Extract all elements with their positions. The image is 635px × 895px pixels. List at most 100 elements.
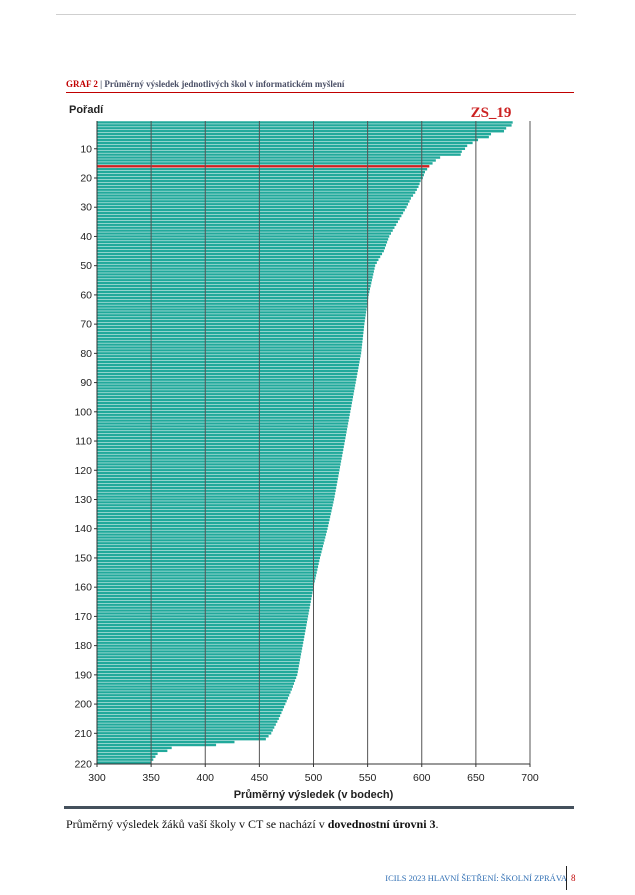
bar-rank-180: [97, 644, 303, 647]
bar-rank-198: [97, 697, 288, 700]
bar-rank-11: [97, 150, 462, 153]
bar-rank-130: [97, 498, 335, 501]
bar-rank-34: [97, 217, 400, 221]
bar-rank-127: [97, 489, 336, 492]
footer-title: ICILS 2023 HLAVNÍ ŠETŘENÍ: ŠKOLNÍ ZPRÁVA: [385, 873, 567, 883]
bar-rank-140: [97, 527, 328, 530]
bar-rank-2: [97, 124, 512, 127]
bar-rank-211: [97, 735, 269, 738]
y-tick-label-160: 160: [74, 582, 92, 594]
bar-rank-124: [97, 480, 338, 484]
bar-rank-29: [97, 203, 409, 206]
bar-rank-171: [97, 618, 308, 621]
bar-rank-138: [97, 521, 329, 525]
y-tick-label-220: 220: [74, 759, 92, 771]
bar-rank-193: [97, 682, 295, 685]
bar-rank-6: [97, 135, 489, 139]
bar-rank-41: [97, 238, 389, 241]
bar-rank-96: [97, 398, 353, 402]
bar-rank-85: [97, 366, 359, 370]
bar-rank-167: [97, 606, 310, 609]
bar-rank-151: [97, 559, 320, 563]
bar-rank-110: [97, 439, 345, 443]
caption-rule: [66, 92, 574, 93]
bar-rank-97: [97, 401, 352, 405]
x-tick-label-550: 550: [359, 772, 377, 784]
bar-rank-1: [97, 121, 513, 124]
bar-rank-8: [97, 141, 473, 145]
bar-rank-88: [97, 375, 357, 378]
bar-rank-182: [97, 650, 302, 653]
bar-rank-147: [97, 547, 323, 551]
bar-rank-178: [97, 638, 304, 641]
x-tick-label-650: 650: [467, 772, 485, 784]
bar-rank-204: [97, 714, 281, 717]
bar-rank-82: [97, 357, 361, 361]
bar-rank-103: [97, 419, 349, 422]
chart-container: 10 20 30 40 50 60 70 80 90 100 110 120 130 140 150 160 1…: [69, 104, 539, 801]
bar-rank-202: [97, 708, 283, 712]
bar-rank-15: [97, 162, 433, 165]
bar-rank-174: [97, 626, 306, 630]
bar-rank-217: [97, 752, 158, 755]
bar-rank-91: [97, 384, 356, 387]
bar-rank-7: [97, 138, 479, 142]
bar-rank-144: [97, 539, 325, 542]
bar-rank-112: [97, 445, 344, 449]
y-tick-label-180: 180: [74, 640, 92, 652]
bar-rank-158: [97, 580, 315, 583]
bar-rank-173: [97, 623, 307, 627]
bar-rank-177: [97, 635, 305, 639]
bar-rank-122: [97, 474, 339, 478]
x-tick-label-600: 600: [413, 772, 431, 784]
bar-rank-117: [97, 460, 342, 463]
bar-rank-77: [97, 343, 363, 346]
bar-rank-126: [97, 486, 337, 490]
ranking-bar-chart: 10 20 30 40 50 60 70 80 90 100 110 120 130 140 150 160 1…: [69, 104, 539, 801]
y-tick-label-190: 190: [74, 669, 92, 681]
bar-rank-101: [97, 413, 350, 416]
x-tick-label-700: 700: [521, 772, 539, 784]
y-tick-label-110: 110: [75, 436, 92, 448]
bar-rank-218: [97, 755, 156, 758]
bar-rank-51: [97, 267, 375, 270]
bar-rank-123: [97, 477, 338, 481]
bar-rank-149: [97, 553, 321, 557]
note-bold-level: dovednostní úrovni 3: [327, 817, 436, 831]
bar-rank-188: [97, 667, 299, 671]
bar-rank-45: [97, 249, 384, 253]
bar-rank-210: [97, 732, 272, 735]
bar-rank-12: [97, 153, 461, 156]
bar-rank-32: [97, 211, 404, 215]
bar-rank-196: [97, 691, 291, 694]
bar-rank-69: [97, 319, 365, 323]
bar-rank-156: [97, 574, 317, 577]
bar-rank-87: [97, 372, 358, 376]
y-tick-label-130: 130: [74, 494, 92, 506]
bar-rank-57: [97, 284, 371, 288]
bar-rank-37: [97, 226, 395, 229]
bar-rank-168: [97, 609, 310, 612]
bar-rank-71: [97, 325, 365, 329]
highlight-school-label: ZS_19: [471, 105, 512, 121]
bar-rank-61: [97, 296, 369, 300]
x-tick-label-400: 400: [196, 772, 214, 784]
bar-rank-213: [97, 740, 235, 744]
bar-rank-81: [97, 355, 361, 358]
footer-divider: [566, 866, 567, 890]
bar-rank-216: [97, 749, 168, 753]
bar-rank-22: [97, 182, 420, 186]
bar-rank-50: [97, 264, 376, 267]
bar-rank-102: [97, 416, 350, 419]
bar-rank-33: [97, 214, 402, 218]
bar-rank-104: [97, 422, 349, 425]
bar-rank-163: [97, 594, 312, 598]
bar-rank-172: [97, 621, 308, 624]
bar-rank-164: [97, 597, 312, 601]
bar-rank-73: [97, 331, 364, 335]
bar-rank-44: [97, 246, 385, 250]
bar-rank-23: [97, 185, 419, 188]
y-tick-label-200: 200: [74, 699, 92, 711]
bar-rank-43: [97, 244, 387, 247]
bar-rank-55: [97, 279, 372, 282]
